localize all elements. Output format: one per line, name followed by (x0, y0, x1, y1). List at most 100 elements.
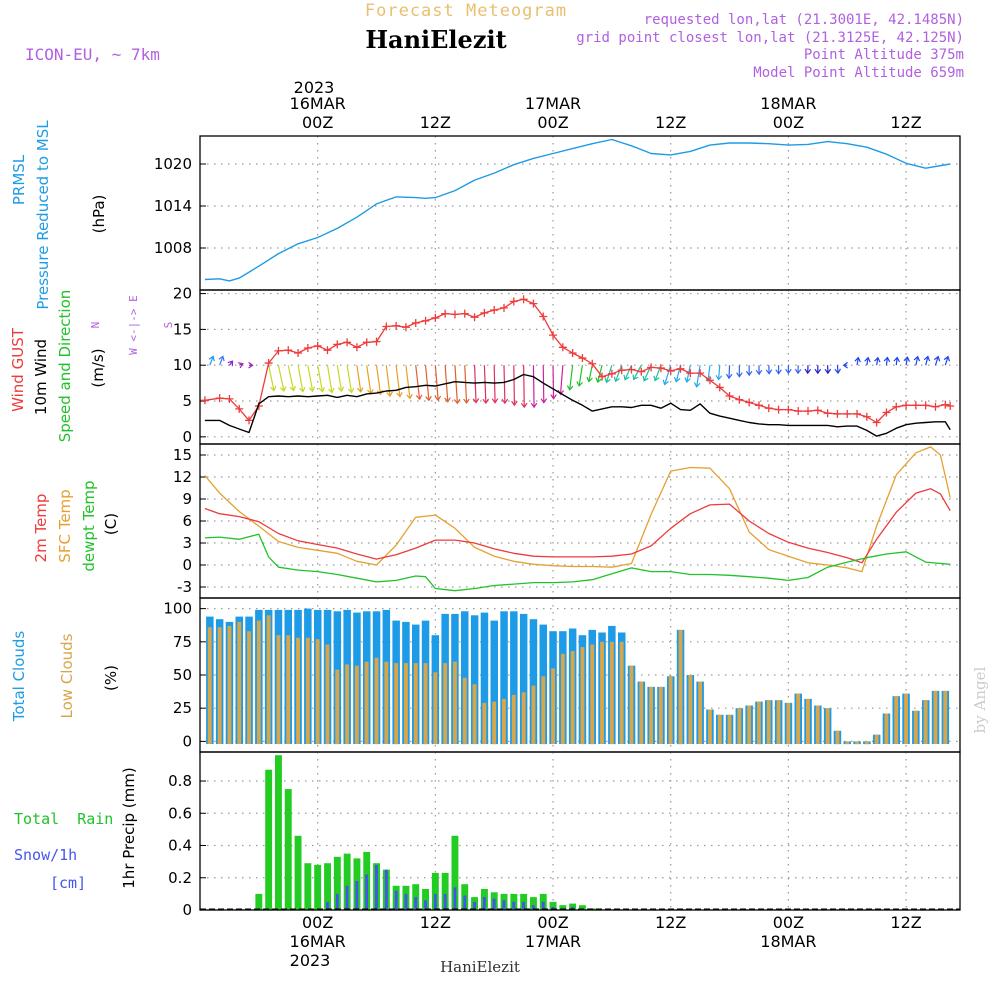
gust-marker (588, 359, 597, 368)
wind-direction-arrow (664, 365, 672, 385)
wind-direction-arrow (356, 365, 362, 392)
low-cloud-bar (354, 665, 359, 744)
rain-bar (333, 856, 341, 910)
temp-tick-label: 9 (182, 490, 192, 508)
top-day-label: 17MAR (525, 94, 581, 113)
gust-marker (745, 398, 754, 407)
low-cloud-bar (296, 637, 300, 744)
precip-tick-label: 0 (182, 901, 192, 919)
precip-frame (199, 751, 961, 911)
low-cloud-bar (521, 692, 526, 745)
snow-bar (473, 901, 476, 910)
low-cloud-bar (619, 641, 624, 744)
low-cloud-bar (511, 694, 516, 744)
wind-direction-arrow (876, 357, 879, 366)
gust-marker (500, 303, 508, 312)
wind-arrow-head (765, 369, 773, 375)
clouds-tick-label: 50 (173, 666, 192, 684)
gust-marker (862, 412, 871, 421)
low-cloud-bar (276, 635, 281, 745)
wind-arrow-head (632, 374, 639, 381)
low-cloud-bar (590, 644, 595, 745)
gust-marker (833, 409, 842, 418)
wind-arrow-head (933, 355, 941, 362)
gust-marker (754, 401, 763, 410)
low-cloud-bar (325, 644, 330, 745)
low-cloud-bar (649, 686, 653, 744)
low-cloud-bar (747, 705, 752, 744)
wind-direction-arrow (297, 365, 304, 392)
total-cloud-bar (490, 620, 498, 745)
wind-direction-arrow (934, 356, 939, 366)
wind-arrow-head (218, 355, 225, 362)
bottom-year-label: 2023 (290, 951, 331, 970)
low-cloud-bar (678, 629, 683, 745)
snow-bar (551, 906, 555, 910)
wind-direction-arrow (219, 356, 224, 366)
wind-arrow-head (463, 398, 470, 405)
chart-title: Forecast Meteogram (365, 1, 567, 21)
clouds-unit-label: (%) (102, 665, 120, 691)
wind-arrow-head (501, 398, 509, 405)
wind-arrow-head (725, 373, 733, 380)
low-cloud-bar (570, 651, 575, 744)
wind-direction-arrow (944, 356, 949, 366)
precip-tick-label: 0.2 (168, 869, 192, 887)
low-cloud-bar (737, 708, 742, 744)
total-cloud-bar (461, 611, 469, 745)
gust-marker (294, 349, 303, 358)
wind-arrow-head (415, 394, 423, 401)
dewpt-line (204, 533, 951, 592)
wind-arrow-head (834, 368, 842, 375)
low-cloud-bar (384, 661, 389, 744)
rain-bar (275, 755, 282, 910)
gust-marker (813, 406, 822, 415)
snow-bar (404, 893, 408, 910)
bottom-day-label: 16MAR (290, 932, 346, 951)
wind-direction-arrow (718, 365, 721, 380)
compass-south: S (162, 322, 175, 329)
wind-direction-arrow (326, 365, 333, 393)
top-hour-label: 12Z (420, 113, 451, 132)
wind-direction-arrow (615, 364, 623, 382)
pressure-tick-label: 1014 (154, 197, 192, 215)
bottom-hour-label: 12Z (890, 913, 921, 932)
gust-marker (539, 312, 548, 321)
wind-arrow-head (386, 391, 393, 398)
gust-marker (774, 405, 783, 414)
wind-direction-arrow (885, 357, 888, 366)
low-cloud-bar (688, 675, 693, 744)
gust-marker (245, 416, 254, 425)
wind-direction-arrow (454, 365, 458, 404)
gust-marker (480, 308, 489, 317)
clouds-tick-label: 0 (182, 732, 192, 750)
snow-bar (355, 881, 359, 910)
low-cloud-bar (315, 639, 320, 745)
gust-marker (303, 344, 312, 353)
gust-marker (696, 369, 705, 378)
location-name: HaniElezit (365, 25, 506, 54)
top-day-label: 16MAR (290, 94, 346, 113)
pressure-panel: 1008 1014 1020 (154, 135, 961, 291)
low-cloud-bar (913, 710, 918, 744)
wind-arrow-head (864, 356, 871, 363)
wind-arrow-head (566, 385, 574, 391)
gust-marker (598, 372, 607, 381)
low-cloud-bar (884, 713, 889, 744)
wind-direction-arrow (336, 365, 343, 392)
clouds-tick-label: 100 (163, 600, 192, 618)
low-cloud-bar (217, 627, 222, 744)
low-cloud-bar (796, 693, 801, 744)
gust-marker (715, 383, 724, 392)
wind-arrow-head (530, 402, 538, 409)
wind-direction-arrow (856, 357, 859, 366)
gust-marker (372, 337, 381, 346)
snow-bar (492, 898, 496, 910)
top-hour-label: 12Z (655, 113, 686, 132)
rain-bar (265, 769, 273, 910)
low-cloud-bar (815, 705, 820, 744)
snow-bar (512, 901, 516, 910)
rain-bar (304, 863, 312, 910)
wind-arrow-head (854, 356, 861, 363)
low-cloud-bar (904, 693, 908, 744)
